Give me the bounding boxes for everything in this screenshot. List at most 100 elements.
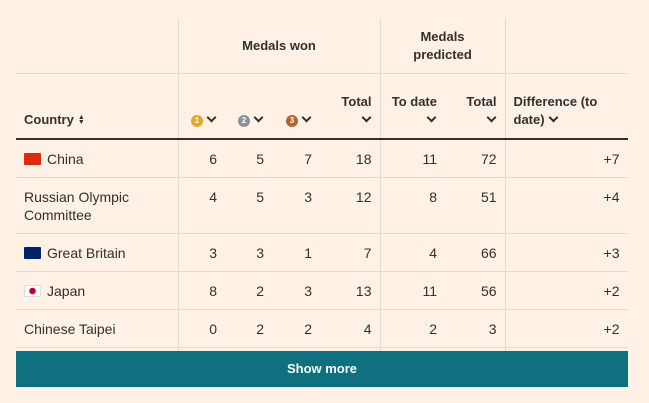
flag-icon (24, 284, 41, 297)
value-cell: 11 (380, 271, 445, 310)
header-text: To date (391, 94, 437, 109)
cell-value: +7 (603, 150, 620, 167)
table: Medals won Medals predicted Country ▲ ▼ 1 2 3… (16, 18, 628, 351)
cell-value: 4 (209, 188, 217, 205)
cell-value: 66 (480, 244, 497, 261)
cell-value: 0 (209, 320, 217, 337)
value-cell: 3 (272, 271, 320, 310)
country-name: Russian Olympic Committee (24, 188, 130, 223)
cell-value: +2 (603, 282, 620, 299)
value-cell: 7 (272, 139, 320, 178)
table-row: China 6 5 7 18 11 72 +7 (16, 139, 628, 178)
cell-value: 11 (422, 150, 437, 167)
value-cell: +3 (505, 233, 628, 272)
value-cell: +2 (505, 309, 628, 348)
value-cell: 2 (272, 309, 320, 348)
cell-value: 51 (480, 188, 497, 205)
column-header[interactable]: 2 (225, 73, 272, 140)
header-text: Total (341, 94, 372, 109)
value-cell: 5 (225, 177, 272, 234)
cell-value: 4 (429, 244, 437, 261)
cell-value: 5 (256, 188, 264, 205)
value-cell: +4 (505, 177, 628, 234)
medal-icon: 2 (238, 114, 250, 127)
value-cell: 0 (178, 309, 225, 348)
value-cell: 8 (178, 271, 225, 310)
value-cell: 18 (445, 347, 506, 351)
cell-value: 4 (363, 320, 372, 337)
cell-value: 8 (429, 188, 437, 205)
country-cell: Japan (16, 271, 179, 310)
value-cell: +2 (505, 271, 628, 310)
group-header: Medals won (178, 18, 381, 74)
sort-icon: ▲ ▼ (77, 114, 85, 126)
value-cell: 3 (225, 233, 272, 272)
table-row: Russian Olympic Committee 4 5 3 12 8 51 +4 (16, 177, 628, 234)
value-cell: 1 (380, 347, 445, 351)
value-cell: +7 (505, 139, 628, 178)
column-header[interactable]: Total (320, 73, 381, 140)
value-cell: 8 (380, 177, 445, 234)
value-cell: 2 (380, 309, 445, 348)
cell-value: 1 (304, 244, 312, 261)
table-row: Kazakhstan0033118+2 (16, 347, 628, 351)
value-cell: 2 (225, 309, 272, 348)
value-cell: 7 (320, 233, 381, 272)
value-cell: 0 (178, 347, 225, 351)
medal-table: Medals won Medals predicted Country ▲ ▼ 1 2 3… (16, 18, 628, 351)
value-cell: 3 (272, 347, 320, 351)
cell-value: 3 (488, 320, 497, 337)
value-cell: 66 (445, 233, 506, 272)
country-name: Great Britain (47, 244, 126, 261)
cell-value: 12 (355, 188, 372, 205)
value-cell: 13 (320, 271, 381, 310)
column-header[interactable]: 1 (178, 73, 225, 140)
column-header[interactable]: 3 (272, 73, 320, 140)
value-cell: 0 (225, 347, 272, 351)
chevron (426, 112, 437, 123)
value-cell: 3 (445, 309, 506, 348)
chevron (548, 112, 559, 123)
flag-icon (24, 152, 41, 165)
column-header[interactable]: To date (380, 73, 445, 140)
cell-value: 5 (256, 150, 264, 167)
chevron (486, 112, 496, 123)
blank (16, 18, 179, 74)
value-cell: 12 (320, 177, 381, 234)
cell-value: 7 (304, 150, 312, 167)
value-cell: 4 (178, 177, 225, 234)
country-cell: Great Britain (16, 233, 179, 272)
country-name: Chinese Taipei (24, 320, 116, 337)
column-header[interactable]: Difference (to date) (505, 73, 628, 140)
cell-value: 2 (256, 320, 264, 337)
column-header[interactable]: Total (445, 73, 506, 140)
group-header: Medals predicted (380, 18, 506, 74)
value-cell: 6 (178, 139, 225, 178)
value-cell: 1 (272, 233, 320, 272)
chevron (206, 112, 217, 123)
medal-icon: 3 (286, 114, 298, 127)
country-cell: Kazakhstan (16, 347, 179, 351)
value-cell: +2 (505, 347, 628, 351)
value-cell: 11 (380, 139, 445, 178)
cell-value: +3 (603, 244, 620, 261)
value-cell: 4 (320, 309, 381, 348)
blank (505, 18, 628, 74)
column-header[interactable]: Country ▲ ▼ (16, 73, 179, 140)
value-cell: 3 (178, 233, 225, 272)
table-row: Great Britain 3 3 1 7 4 66 +3 (16, 233, 628, 272)
flag-icon (24, 246, 41, 259)
cell-value: 3 (256, 244, 264, 261)
table-row: Chinese Taipei 0 2 2 4 2 3 +2 (16, 309, 628, 348)
value-cell: 3 (272, 177, 320, 234)
medal-icon: 1 (191, 114, 203, 127)
cell-value: 2 (304, 320, 312, 337)
value-cell: 4 (380, 233, 445, 272)
chevron (361, 112, 371, 123)
header-text: Total (466, 94, 497, 109)
cell-value: 72 (480, 150, 497, 167)
show-more-button[interactable]: Show more (16, 351, 628, 387)
cell-value: 13 (355, 282, 372, 299)
header-text: Difference (to date) (513, 94, 598, 127)
